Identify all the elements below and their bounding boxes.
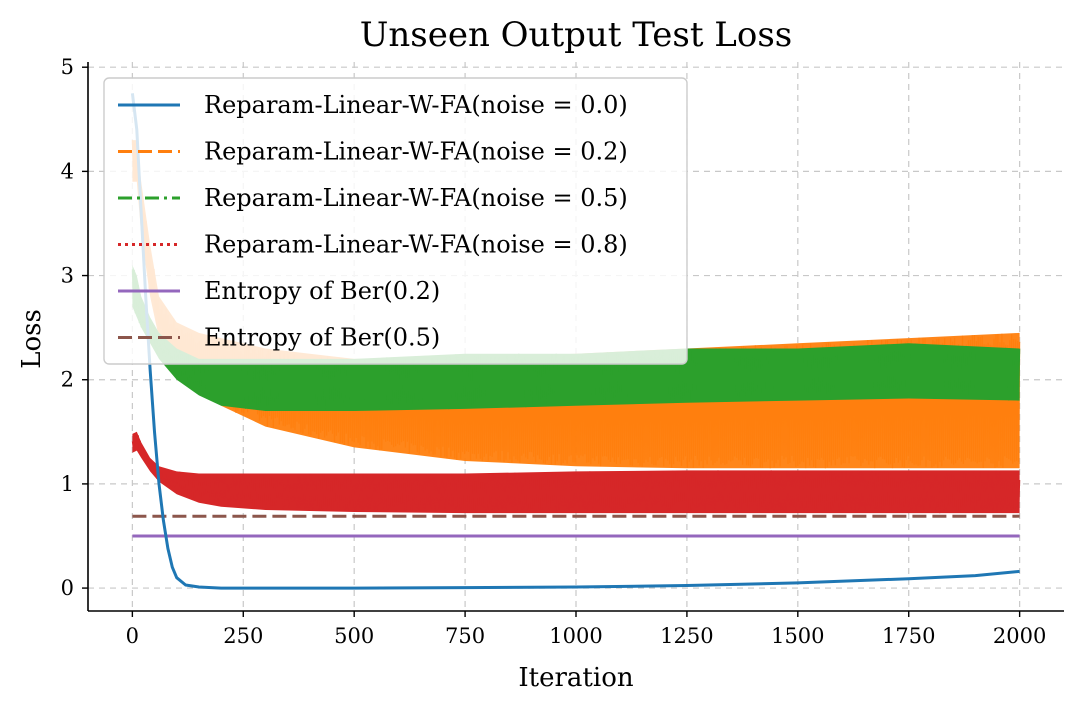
x-tick-label: 750 [445,624,485,648]
legend-label: Entropy of Ber(0.2) [204,277,440,305]
chart-title: Unseen Output Test Loss [360,15,793,55]
legend-box [103,77,688,365]
x-tick-label: 1000 [549,624,602,648]
x-tick-label: 2000 [993,624,1046,648]
data-series [130,93,1021,590]
series-line-3 [131,435,1021,514]
y-axis-label: Loss [17,309,47,369]
x-tick-label: 0 [126,624,139,648]
y-tick-label: 4 [61,159,74,183]
x-tick-label: 250 [223,624,263,648]
x-tick-label: 1500 [771,624,824,648]
legend-label: Reparam-Linear-W-FA(noise = 0.2) [204,138,628,166]
legend: Reparam-Linear-W-FA(noise = 0.0) Reparam-… [103,77,688,365]
x-tick-label: 500 [334,624,374,648]
legend-label: Entropy of Ber(0.5) [204,324,440,352]
legend-label: Reparam-Linear-W-FA(noise = 0.0) [204,91,628,119]
y-tick-label: 2 [61,368,74,392]
y-tick-label: 3 [61,264,74,288]
x-axis-label: Iteration [518,663,633,693]
tick-labels: 0 250 500 750 1000 1250 1500 1750 2000 0 1 2 3 4 5 [61,55,1047,648]
legend-label: Reparam-Linear-W-FA(noise = 0.8) [204,231,628,259]
y-tick-label: 1 [61,472,74,496]
y-tick-label: 0 [61,576,74,600]
y-tick-label: 5 [61,55,74,79]
x-tick-label: 1750 [882,624,935,648]
x-tick-label: 1250 [660,624,713,648]
legend-label: Reparam-Linear-W-FA(noise = 0.5) [204,184,628,212]
